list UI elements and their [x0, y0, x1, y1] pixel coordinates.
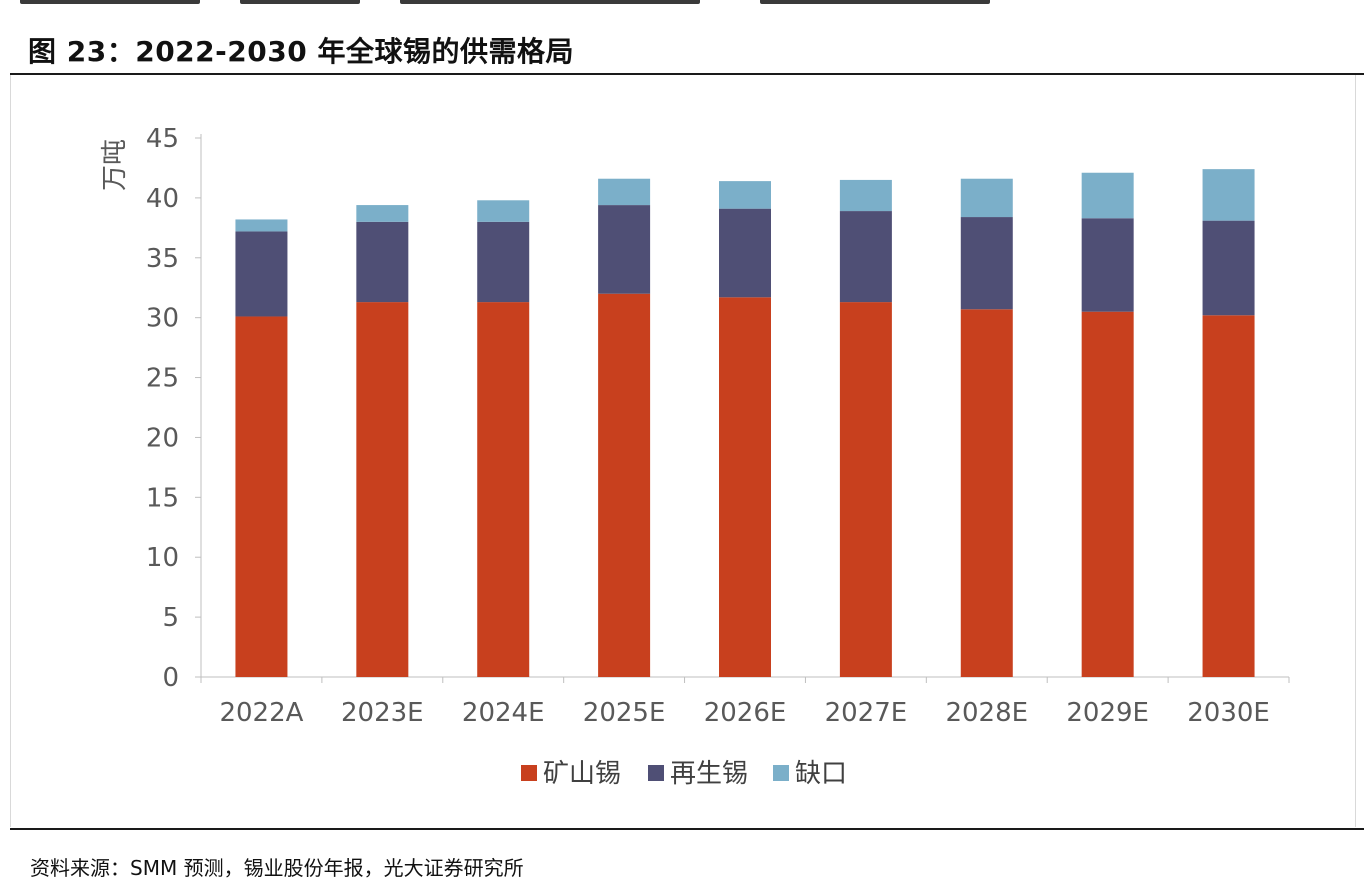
- y-tick-label: 0: [162, 663, 179, 693]
- bar-gap-2025E: [598, 178, 651, 206]
- figure-title: 图 23：2022-2030 年全球锡的供需格局: [28, 35, 574, 68]
- y-tick-label: 10: [146, 543, 179, 573]
- bar-gap-2024E: [477, 200, 530, 222]
- x-tick-label: 2026E: [704, 698, 787, 728]
- title-divider: [10, 73, 1364, 75]
- bar-recycled-2028E: [960, 217, 1013, 310]
- y-tick-label: 40: [146, 184, 179, 214]
- x-tick-label: 2025E: [583, 698, 666, 728]
- bar-recycled-2025E: [598, 205, 651, 294]
- x-tick-label: 2022A: [219, 698, 303, 728]
- bar-gap-2030E: [1202, 169, 1255, 221]
- legend-label-2: 缺口: [795, 759, 847, 789]
- previous-text-fragment: [0, 0, 1364, 10]
- bar-gap-2027E: [839, 179, 892, 212]
- bar-recycled-2029E: [1081, 218, 1134, 312]
- x-tick-label: 2024E: [462, 698, 545, 728]
- bar-mine-2022A: [235, 316, 288, 677]
- legend-swatch-2: [773, 765, 789, 781]
- x-tick-label: 2023E: [341, 698, 424, 728]
- stacked-bar-chart: 0 5 10 15 20 25 30 35 40 45 万吨 2022A 2023E 2024E 2025E…: [100, 124, 1290, 789]
- x-tick-label: 2030E: [1187, 698, 1270, 728]
- legend-swatch-1: [648, 765, 664, 781]
- source-note: 资料来源：SMM 预测，锡业股份年报，光大证券研究所: [30, 856, 524, 880]
- bar-recycled-2023E: [356, 221, 409, 303]
- bar-mine-2028E: [960, 309, 1013, 677]
- bar-gap-2022A: [235, 219, 288, 232]
- y-tick-label: 45: [146, 124, 179, 154]
- x-tick-label: 2027E: [825, 698, 908, 728]
- bar-gap-2029E: [1081, 172, 1134, 219]
- bar-gap-2026E: [719, 181, 771, 209]
- bar-mine-2029E: [1081, 311, 1134, 677]
- y-axis-title: 万吨: [100, 139, 130, 191]
- y-tick-label: 5: [162, 603, 179, 633]
- bar-mine-2027E: [839, 302, 892, 677]
- y-tick-label: 15: [146, 483, 179, 513]
- bar-mine-2030E: [1202, 315, 1255, 677]
- legend-label-1: 再生锡: [670, 759, 748, 789]
- y-tick-label: 30: [146, 304, 179, 334]
- bar-gap-2023E: [356, 205, 409, 222]
- x-tick-label: 2029E: [1066, 698, 1149, 728]
- bar-recycled-2030E: [1202, 220, 1255, 316]
- y-tick-label: 25: [146, 364, 179, 394]
- bar-gap-2028E: [960, 178, 1013, 218]
- bar-mine-2023E: [356, 302, 409, 677]
- chart-frame: 0 5 10 15 20 25 30 35 40 45 万吨 2022A 2023E 2024E 2025E…: [10, 75, 1356, 827]
- legend-label-0: 矿山锡: [543, 759, 621, 789]
- bar-mine-2026E: [719, 297, 771, 677]
- bar-mine-2024E: [477, 302, 530, 677]
- y-tick-label: 20: [146, 423, 179, 453]
- bar-mine-2025E: [598, 293, 651, 677]
- source-divider: [10, 828, 1364, 830]
- bar-recycled-2026E: [719, 208, 771, 298]
- x-tick-label: 2028E: [945, 698, 1028, 728]
- y-tick-label: 35: [146, 244, 179, 274]
- legend-swatch-0: [521, 765, 537, 781]
- bar-recycled-2022A: [235, 231, 288, 317]
- bar-recycled-2024E: [477, 221, 530, 303]
- bar-recycled-2027E: [839, 211, 892, 303]
